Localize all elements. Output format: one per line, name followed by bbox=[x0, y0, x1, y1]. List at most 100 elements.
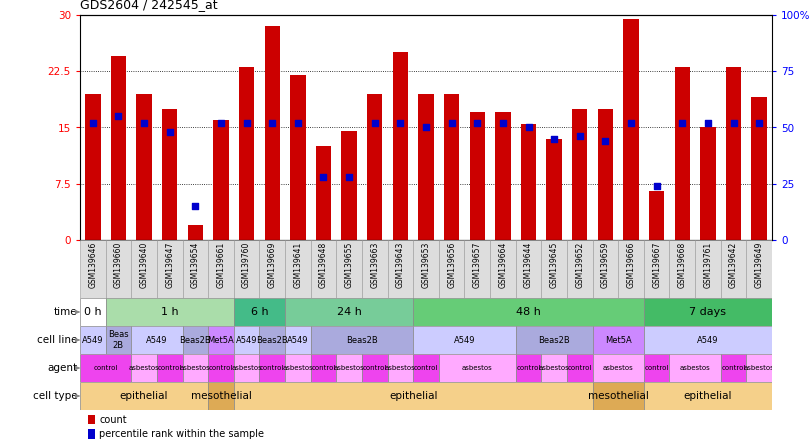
Bar bbox=[670, 240, 695, 298]
Text: percentile rank within the sample: percentile rank within the sample bbox=[99, 429, 264, 439]
Bar bbox=[644, 298, 772, 326]
Text: Met5A: Met5A bbox=[207, 336, 234, 345]
Bar bbox=[80, 298, 105, 326]
Bar bbox=[593, 326, 644, 354]
Bar bbox=[182, 240, 208, 298]
Bar bbox=[336, 240, 362, 298]
Bar bbox=[721, 354, 746, 382]
Bar bbox=[290, 75, 305, 240]
Bar bbox=[567, 240, 593, 298]
Bar bbox=[131, 240, 157, 298]
Bar bbox=[157, 240, 182, 298]
Bar bbox=[259, 326, 285, 354]
Text: GDS2604 / 242545_at: GDS2604 / 242545_at bbox=[80, 0, 218, 11]
Text: GSM139663: GSM139663 bbox=[370, 242, 379, 288]
Text: control: control bbox=[157, 365, 182, 371]
Bar bbox=[105, 326, 131, 354]
Text: agent: agent bbox=[47, 363, 78, 373]
Text: Met5A: Met5A bbox=[605, 336, 632, 345]
Bar bbox=[342, 131, 356, 240]
Point bbox=[752, 119, 765, 127]
Text: GSM139645: GSM139645 bbox=[550, 242, 559, 288]
Bar bbox=[316, 146, 331, 240]
Bar bbox=[208, 382, 234, 410]
Bar bbox=[285, 326, 311, 354]
Bar bbox=[105, 298, 234, 326]
Bar bbox=[413, 240, 439, 298]
Text: 7 days: 7 days bbox=[689, 307, 727, 317]
Bar bbox=[516, 326, 593, 354]
Text: A549: A549 bbox=[82, 336, 104, 345]
Text: GSM139647: GSM139647 bbox=[165, 242, 174, 288]
Bar bbox=[541, 240, 567, 298]
Text: control: control bbox=[722, 365, 746, 371]
Point bbox=[215, 119, 228, 127]
Text: GSM139646: GSM139646 bbox=[88, 242, 97, 288]
Bar bbox=[362, 240, 387, 298]
Text: control: control bbox=[414, 365, 438, 371]
Bar bbox=[157, 354, 182, 382]
Text: asbestos: asbestos bbox=[231, 365, 262, 371]
Bar bbox=[593, 382, 644, 410]
Text: GSM139660: GSM139660 bbox=[114, 242, 123, 288]
Text: cell line: cell line bbox=[37, 335, 78, 345]
Point bbox=[701, 119, 714, 127]
Text: control: control bbox=[516, 365, 541, 371]
Bar bbox=[208, 354, 234, 382]
Text: GSM139652: GSM139652 bbox=[575, 242, 584, 288]
Bar bbox=[362, 354, 387, 382]
Bar bbox=[746, 354, 772, 382]
Text: Beas2B: Beas2B bbox=[346, 336, 377, 345]
Point bbox=[164, 128, 177, 135]
Text: asbestos: asbestos bbox=[129, 365, 160, 371]
Bar bbox=[188, 225, 203, 240]
Point bbox=[599, 138, 612, 145]
Point bbox=[522, 124, 535, 131]
Bar bbox=[464, 240, 490, 298]
Bar bbox=[752, 98, 767, 240]
Point bbox=[676, 119, 688, 127]
Text: control: control bbox=[209, 365, 233, 371]
Text: epithelial: epithelial bbox=[684, 391, 732, 401]
Bar bbox=[285, 298, 413, 326]
Text: time: time bbox=[53, 307, 78, 317]
Text: GSM139644: GSM139644 bbox=[524, 242, 533, 288]
Text: control: control bbox=[363, 365, 387, 371]
Text: Beas2B: Beas2B bbox=[539, 336, 570, 345]
Bar bbox=[234, 298, 285, 326]
Text: Beas2B: Beas2B bbox=[256, 336, 288, 345]
Bar bbox=[111, 56, 126, 240]
Text: A549: A549 bbox=[454, 336, 475, 345]
Bar bbox=[618, 240, 644, 298]
Point bbox=[573, 133, 586, 140]
Bar bbox=[495, 112, 510, 240]
Text: mesothelial: mesothelial bbox=[190, 391, 251, 401]
Text: control: control bbox=[260, 365, 284, 371]
Bar bbox=[393, 52, 408, 240]
Text: GSM139667: GSM139667 bbox=[652, 242, 661, 288]
Bar bbox=[105, 240, 131, 298]
Text: A549: A549 bbox=[287, 336, 309, 345]
Bar bbox=[413, 354, 439, 382]
Bar bbox=[521, 124, 536, 240]
Bar bbox=[593, 240, 618, 298]
Point bbox=[87, 119, 100, 127]
Bar bbox=[695, 240, 721, 298]
Bar bbox=[700, 127, 715, 240]
Bar bbox=[670, 354, 721, 382]
Bar bbox=[624, 19, 639, 240]
Bar bbox=[285, 240, 311, 298]
Point bbox=[138, 119, 151, 127]
Bar bbox=[387, 354, 413, 382]
Text: GSM139761: GSM139761 bbox=[703, 242, 713, 288]
Bar bbox=[644, 382, 772, 410]
Bar bbox=[80, 382, 208, 410]
Bar bbox=[239, 67, 254, 240]
Text: 48 h: 48 h bbox=[516, 307, 541, 317]
Text: count: count bbox=[99, 415, 127, 424]
Bar bbox=[644, 240, 670, 298]
Text: GSM139668: GSM139668 bbox=[678, 242, 687, 288]
Bar bbox=[80, 240, 105, 298]
Bar bbox=[234, 326, 259, 354]
Bar bbox=[418, 94, 433, 240]
